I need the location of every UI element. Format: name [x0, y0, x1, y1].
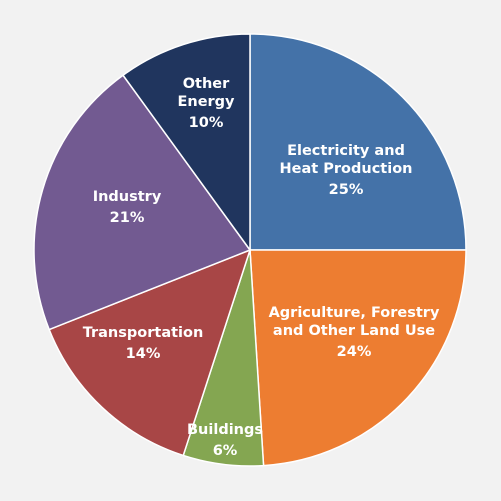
- pie-slice: [249, 33, 467, 251]
- slice-label-line: Industry: [93, 189, 162, 205]
- slice-value-label: 21%: [110, 210, 145, 226]
- slice-label-line: Electricity and: [287, 143, 405, 159]
- slice-label-line: Buildings: [187, 422, 263, 438]
- slice-label: Electricity and Heat Production 25%: [280, 143, 413, 198]
- slice-label-line: Agriculture, Forestry: [269, 305, 440, 321]
- pie-slice: [48, 248, 252, 457]
- slice-label-line: Transportation: [83, 325, 204, 341]
- slice-value-label: 24%: [337, 344, 372, 360]
- slice-label: Industry 21%: [93, 189, 162, 226]
- slice-value-label: 10%: [189, 115, 224, 131]
- labels-layer: Electricity and Heat Production 25% Agricul…: [83, 76, 440, 459]
- slice-value-label: 14%: [126, 346, 161, 362]
- slice-label-line: Energy: [177, 94, 235, 110]
- pie-slice: [249, 249, 467, 467]
- slice-label: Buildings 6%: [187, 422, 263, 459]
- slice-value-label: 6%: [213, 443, 238, 459]
- pie-slice: [121, 33, 251, 253]
- slice-label: Agriculture, Forestry and Other Land Use 2…: [269, 305, 440, 360]
- slice-label-line: and Other Land Use: [273, 323, 435, 339]
- slice-label: Transportation 14%: [83, 325, 204, 362]
- slices-layer: [33, 33, 467, 467]
- slice-label-line: Other: [183, 76, 230, 92]
- slice-value-label: 25%: [329, 182, 364, 198]
- slice-label: Other Energy 10%: [177, 76, 235, 131]
- slice-label-line: Heat Production: [280, 161, 413, 177]
- pie-slice: [33, 74, 252, 331]
